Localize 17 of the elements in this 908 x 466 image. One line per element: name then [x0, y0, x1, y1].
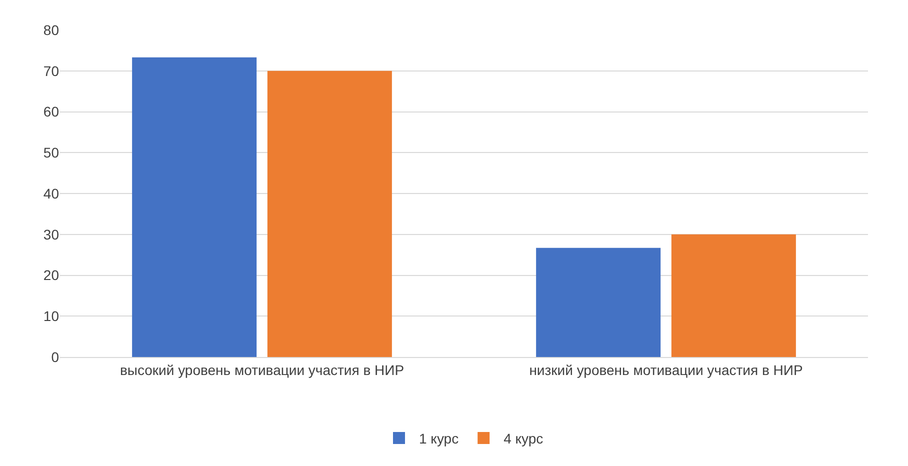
y-tick-label: 50	[43, 144, 60, 161]
y-tick-label: 60	[43, 104, 60, 120]
y-tick-label: 40	[43, 185, 60, 202]
bar	[536, 248, 661, 357]
x-tick-label: высокий уровень мотивации участия в НИР	[120, 362, 404, 378]
legend-label: 1 курс	[419, 430, 459, 446]
bar	[671, 234, 796, 357]
bar	[132, 57, 257, 357]
y-tick-label: 70	[43, 62, 60, 79]
y-tick-label: 0	[51, 348, 60, 365]
x-tick-label: низкий уровень мотивации участия в НИР	[529, 362, 803, 378]
legend-label: 4 курс	[504, 430, 544, 446]
y-tick-label: 80	[43, 22, 60, 38]
y-tick-label: 30	[43, 226, 60, 242]
bar	[267, 70, 392, 357]
y-tick-label: 20	[43, 267, 60, 284]
y-tick-label: 10	[43, 308, 60, 324]
